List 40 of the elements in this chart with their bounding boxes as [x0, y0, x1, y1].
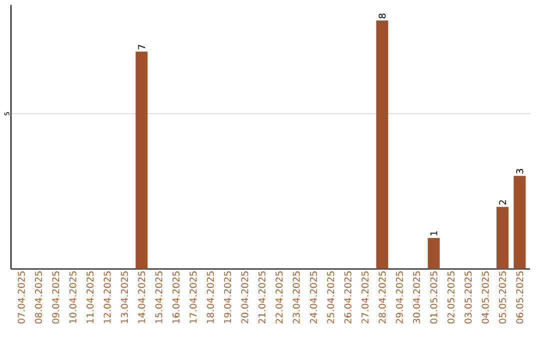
data-label: 2 — [499, 200, 506, 205]
x-tick-label: 12.04.2025 — [104, 271, 111, 324]
x-tick-label: 01.05.2025 — [430, 271, 438, 324]
x-tick-label: 07.04.2025 — [18, 271, 25, 324]
bar — [496, 206, 509, 269]
x-tick-label: 22.04.2025 — [276, 271, 283, 324]
x-tick-label: 28.04.2025 — [378, 271, 386, 324]
data-label: 7 — [138, 44, 146, 50]
x-tick-label: 11.04.2025 — [86, 271, 94, 324]
data-label: 3 — [516, 169, 524, 174]
x-tick-label: 04.05.2025 — [482, 271, 489, 324]
x-tick-label: 15.04.2025 — [155, 271, 162, 324]
bar — [514, 176, 526, 269]
x-tick-label: 29.04.2025 — [396, 271, 403, 324]
x-tick-label: 13.04.2025 — [120, 271, 128, 324]
x-tick-label: 18.04.2025 — [206, 271, 214, 324]
x-tick-label: 03.05.2025 — [464, 271, 472, 324]
x-tick-label: 26.04.2025 — [344, 271, 352, 324]
x-tick-label: 30.04.2025 — [413, 271, 420, 324]
x-tick-label: 02.05.2025 — [447, 271, 454, 324]
bar — [428, 238, 440, 269]
x-tick-label: 16.04.2025 — [172, 271, 180, 324]
x-tick-label: 23.04.2025 — [292, 271, 300, 324]
data-label: 1 — [430, 231, 438, 236]
data-label: 8 — [378, 14, 386, 18]
x-tick-label: 19.04.2025 — [224, 271, 232, 324]
x-tick-label: 06.05.2025 — [516, 271, 524, 324]
x-tick-label: 20.04.2025 — [241, 271, 248, 324]
x-tick-label: 25.04.2025 — [327, 271, 334, 324]
x-tick-label: 24.04.2025 — [310, 271, 317, 324]
bar — [136, 52, 148, 269]
x-tick-label: 21.04.2025 — [258, 271, 266, 324]
x-tick-label: 10.04.2025 — [69, 271, 76, 324]
x-tick-label: 27.04.2025 — [362, 271, 369, 324]
x-tick-label: 17.04.2025 — [190, 271, 197, 324]
x-tick-label: 09.04.2025 — [52, 271, 60, 324]
bar — [376, 20, 388, 269]
x-tick-label: 14.04.2025 — [138, 271, 146, 324]
x-tick-label: 08.04.2025 — [34, 271, 42, 324]
x-tick-label: 05.05.2025 — [498, 271, 506, 324]
